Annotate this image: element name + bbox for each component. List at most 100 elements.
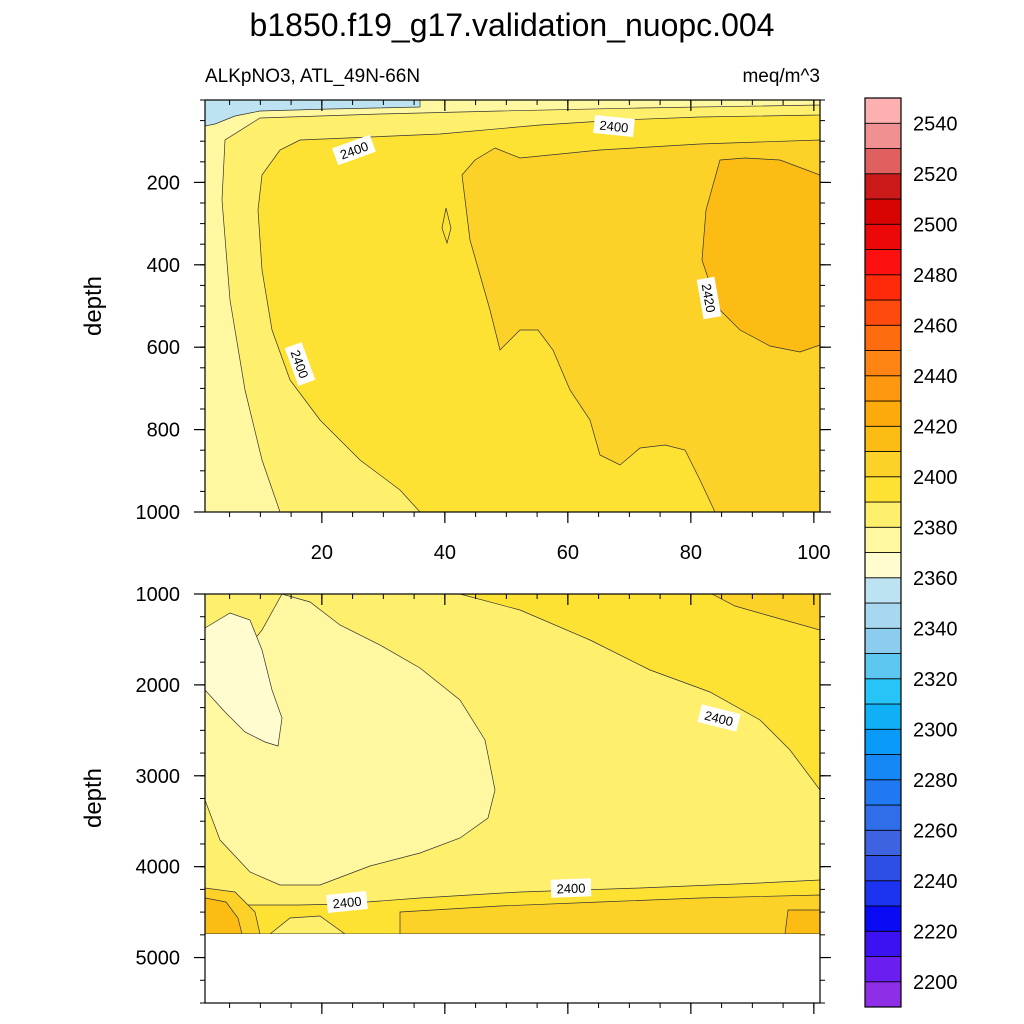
colorbar-swatch [864, 299, 902, 326]
colorbar-swatch [864, 223, 902, 250]
y-tick-label: 4000 [136, 857, 181, 879]
colorbar-swatch [864, 526, 902, 553]
colorbar-swatch [864, 728, 902, 755]
top-region-2420 [701, 157, 820, 353]
colorbar: 2200 2220 2240 2260 2280 2300 2320 2340 2360 2380… [864, 97, 958, 1008]
colorbar-swatch [864, 97, 902, 124]
top-y-axis-label: depth [80, 276, 107, 336]
colorbar-frame [864, 97, 902, 1008]
colorbar-tick-label: 2540 [913, 113, 958, 135]
top-small-contour [441, 207, 452, 245]
colorbar-tick-label: 2360 [913, 568, 958, 590]
colorbar-tick-label: 2200 [913, 972, 958, 994]
colorbar-swatch [864, 476, 902, 503]
x-tick-label: 40 [434, 542, 456, 564]
top-contour-label-1: 2400 [332, 134, 376, 166]
bottom-region-2370 [205, 612, 283, 747]
colorbar-tick-label: 2440 [913, 366, 958, 388]
x-tick-label: 100 [797, 542, 830, 564]
y-tick-label: 2000 [136, 675, 181, 697]
svg-text:2400: 2400 [332, 894, 362, 912]
colorbar-swatch [864, 754, 902, 781]
colorbar-swatch [864, 779, 902, 806]
top-contour-label-3: 2420 [696, 276, 722, 320]
colorbar-tick-label: 2500 [913, 214, 958, 236]
x-tick-label: 80 [680, 542, 702, 564]
colorbar-swatch [864, 981, 902, 1008]
x-tick-label: 60 [557, 542, 579, 564]
y-tick-label: 800 [147, 420, 180, 442]
colorbar-swatch [864, 855, 902, 882]
colorbar-tick-label: 2220 [913, 921, 958, 943]
colorbar-tick-label: 2320 [913, 669, 958, 691]
top-region-2370 [205, 100, 421, 127]
colorbar-swatch [864, 829, 902, 856]
colorbar-swatch [864, 653, 902, 680]
bottom-y-axis-label: depth [80, 768, 107, 828]
colorbar-tick-label: 2420 [913, 416, 958, 438]
y-tick-label: 3000 [136, 766, 181, 788]
bottom-no-data [205, 934, 820, 1004]
colorbar-swatch [864, 249, 902, 276]
colorbar-swatch [864, 602, 902, 629]
colorbar-tick-label: 2340 [913, 618, 958, 640]
top-contour-label-0: 2400 [593, 114, 635, 138]
variable-region-label: ALKpNO3, ATL_49N-66N [205, 66, 420, 87]
top-contour-label-2: 2400 [284, 342, 316, 386]
colorbar-swatch [864, 350, 902, 377]
y-tick-label: 600 [147, 337, 180, 359]
bottom-region-2390-lower-left [269, 915, 346, 934]
colorbar-tick-label: 2380 [913, 517, 958, 539]
colorbar-swatch [864, 173, 902, 200]
y-tick-label: 200 [147, 172, 180, 194]
colorbar-tick-label: 2260 [913, 820, 958, 842]
colorbar-tick-label: 2520 [913, 164, 958, 186]
colorbar-swatch [864, 703, 902, 730]
colorbar-swatch [864, 375, 902, 402]
x-tick-label: 20 [311, 542, 333, 564]
colorbar-swatch [864, 400, 902, 427]
svg-text:2420: 2420 [699, 283, 719, 314]
svg-text:2400: 2400 [703, 708, 735, 730]
bottom-panel: 1000 2000 3000 4000 5000 [136, 584, 831, 1014]
top-panel: 200 400 600 800 1000 20 40 60 80 100 [136, 99, 831, 564]
colorbar-swatch [864, 552, 902, 579]
colorbar-tick-label: 2240 [913, 871, 958, 893]
y-tick-label: 1000 [136, 584, 181, 606]
colorbar-swatch [864, 122, 902, 149]
colorbar-tick-label: 2460 [913, 315, 958, 337]
y-tick-label: 1000 [136, 502, 181, 524]
svg-text:2400: 2400 [556, 880, 585, 896]
top-ticks: 200 400 600 800 1000 20 40 60 80 100 [136, 99, 831, 564]
colorbar-swatch [864, 804, 902, 831]
colorbar-swatch [864, 148, 902, 175]
colorbar-swatch [864, 274, 902, 301]
chart-title: b1850.f19_g17.validation_nuopc.004 [250, 7, 775, 43]
colorbar-tick-label: 2280 [913, 770, 958, 792]
top-region-2380 [205, 100, 820, 512]
colorbar-swatch [864, 678, 902, 705]
colorbar-swatch [864, 905, 902, 932]
colorbar-swatch [864, 627, 902, 654]
y-tick-label: 400 [147, 255, 180, 277]
svg-text:2400: 2400 [599, 118, 629, 136]
bottom-region-2410-tr [711, 594, 820, 631]
colorbar-tick-label: 2480 [913, 265, 958, 287]
colorbar-swatch [864, 324, 902, 351]
colorbar-swatch [864, 880, 902, 907]
colorbar-tick-label: 2300 [913, 719, 958, 741]
bottom-region-2410 [399, 894, 820, 934]
bottom-ticks: 1000 2000 3000 4000 5000 [136, 584, 831, 1014]
colorbar-swatch [864, 956, 902, 983]
top-region-2390 [205, 100, 820, 512]
top-panel-fill [205, 100, 820, 512]
units-label: meq/m^3 [742, 66, 820, 87]
bottom-region-2420-right [784, 909, 820, 934]
colorbar-swatch [864, 451, 902, 478]
bottom-contour-label-2: 2400 [326, 890, 368, 914]
y-tick-label: 5000 [136, 948, 181, 970]
colorbar-swatch [864, 425, 902, 452]
colorbar-swatch [864, 501, 902, 528]
bottom-region-2420-left [205, 897, 243, 934]
